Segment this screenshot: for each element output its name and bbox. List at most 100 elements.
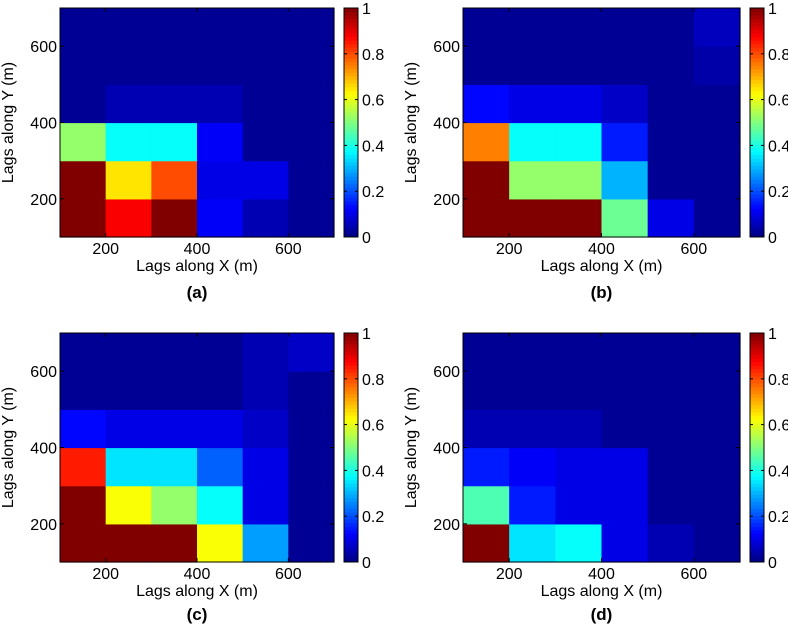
colorbar-segment	[344, 551, 358, 556]
heatmap-cell	[288, 371, 335, 410]
colorbar-segment	[344, 40, 358, 45]
colorbar-segment	[750, 47, 764, 52]
colorbar-segment	[750, 465, 764, 470]
colorbar-segment	[344, 415, 358, 420]
x-tick-label: 400	[184, 241, 211, 258]
colorbar-segment	[750, 129, 764, 134]
colorbar-segment	[750, 97, 764, 102]
colorbar-segment	[344, 154, 358, 159]
heatmap-cell	[693, 122, 741, 162]
colorbar-segment	[750, 118, 764, 123]
x-axis-label: Lags along X (m)	[541, 583, 663, 600]
colorbar-segment	[344, 372, 358, 377]
heatmap-cell	[242, 198, 289, 238]
heatmap-cell	[509, 485, 556, 525]
heatmap-cell	[242, 523, 289, 563]
heatmap-cell	[151, 333, 198, 372]
colorbar-segment	[750, 515, 764, 520]
heatmap-cell	[647, 122, 695, 162]
colorbar-segment	[750, 533, 764, 538]
colorbar-segment	[344, 86, 358, 91]
colorbar-segment	[344, 186, 358, 191]
heatmap-cell	[60, 523, 107, 563]
y-tick-label: 200	[30, 192, 57, 209]
colorbar-segment	[344, 79, 358, 84]
heatmap-cell	[151, 371, 198, 410]
colorbar-segment	[344, 83, 358, 88]
colorbar-frame	[749, 7, 765, 238]
heatmap-cell	[509, 8, 556, 47]
heatmap-cell	[60, 46, 107, 85]
colorbar-segment	[344, 204, 358, 209]
colorbar-segment	[344, 176, 358, 181]
heatmap-cell	[242, 8, 289, 47]
colorbar-segment	[344, 426, 358, 431]
heatmap-cell	[555, 84, 603, 124]
heatmap-cell	[242, 84, 289, 124]
colorbar-segment	[344, 440, 358, 445]
colorbar-segment	[344, 50, 358, 56]
colorbar-segment	[750, 426, 764, 431]
colorbar-segment	[750, 343, 764, 348]
colorbar-segment	[344, 179, 358, 184]
heatmap-cell	[463, 8, 510, 47]
colorbar-segment	[750, 447, 764, 452]
colorbar-segment	[344, 476, 358, 481]
colorbar-segment	[344, 108, 358, 113]
colorbar-segment	[750, 194, 764, 199]
colorbar-segment	[750, 400, 764, 406]
colorbar-segment	[344, 194, 358, 199]
heatmap-cell	[601, 371, 649, 410]
heatmap-cell	[151, 409, 198, 449]
colorbar-tick-label: 1	[768, 1, 777, 18]
colorbar-segment	[750, 172, 764, 177]
heatmap-cell	[601, 84, 649, 124]
colorbar-frame	[343, 7, 359, 238]
colorbar-segment	[750, 215, 764, 220]
heatmap-cell	[647, 84, 695, 124]
y-tick-label: 600	[433, 39, 460, 56]
heatmap-cell	[105, 160, 152, 200]
heatmap-cell	[601, 409, 649, 449]
colorbar-segment	[750, 451, 764, 456]
colorbar-segment	[750, 422, 764, 427]
colorbar-segment	[344, 494, 358, 499]
colorbar-segment	[750, 226, 764, 231]
colorbar-segment	[344, 443, 358, 448]
panel-title: (d)	[591, 605, 613, 624]
colorbar-segment	[344, 133, 358, 138]
colorbar-segment	[344, 454, 358, 459]
colorbar-segment	[750, 511, 764, 516]
heatmap-cell	[242, 447, 289, 487]
colorbar-segment	[344, 358, 358, 363]
colorbar-segment	[750, 501, 764, 506]
colorbar-segment	[344, 36, 358, 41]
heatmap-cell	[555, 447, 603, 487]
heatmap-cell	[647, 485, 695, 525]
colorbar-tick-label: 0.6	[768, 418, 788, 435]
heatmap-cell	[288, 160, 335, 200]
colorbar-segment	[344, 350, 358, 355]
colorbar-segment	[344, 526, 358, 531]
x-axis-label: Lags along X (m)	[136, 583, 258, 600]
colorbar-segment	[344, 226, 358, 231]
heatmap-cell	[197, 46, 244, 85]
x-tick-label: 600	[680, 566, 707, 583]
colorbar-segment	[344, 393, 358, 398]
colorbar-segment	[750, 50, 764, 56]
colorbar-segment	[750, 551, 764, 556]
colorbar-segment	[344, 404, 358, 409]
colorbar-segment	[344, 15, 358, 20]
colorbar-segment	[344, 461, 358, 466]
heatmap-cell	[509, 333, 556, 372]
colorbar-segment	[750, 350, 764, 355]
colorbar-segment	[344, 554, 358, 559]
panel-b: 200 400 600 200 400 600 Lags along X (m) Lags a…	[403, 1, 788, 302]
heatmap-cell	[555, 8, 603, 47]
y-tick-label: 600	[30, 364, 57, 381]
colorbar-segment	[344, 143, 358, 149]
heatmap-cell	[647, 371, 695, 410]
heatmap-cell	[288, 485, 335, 525]
colorbar-segment	[344, 151, 358, 156]
colorbar-segment	[750, 526, 764, 531]
